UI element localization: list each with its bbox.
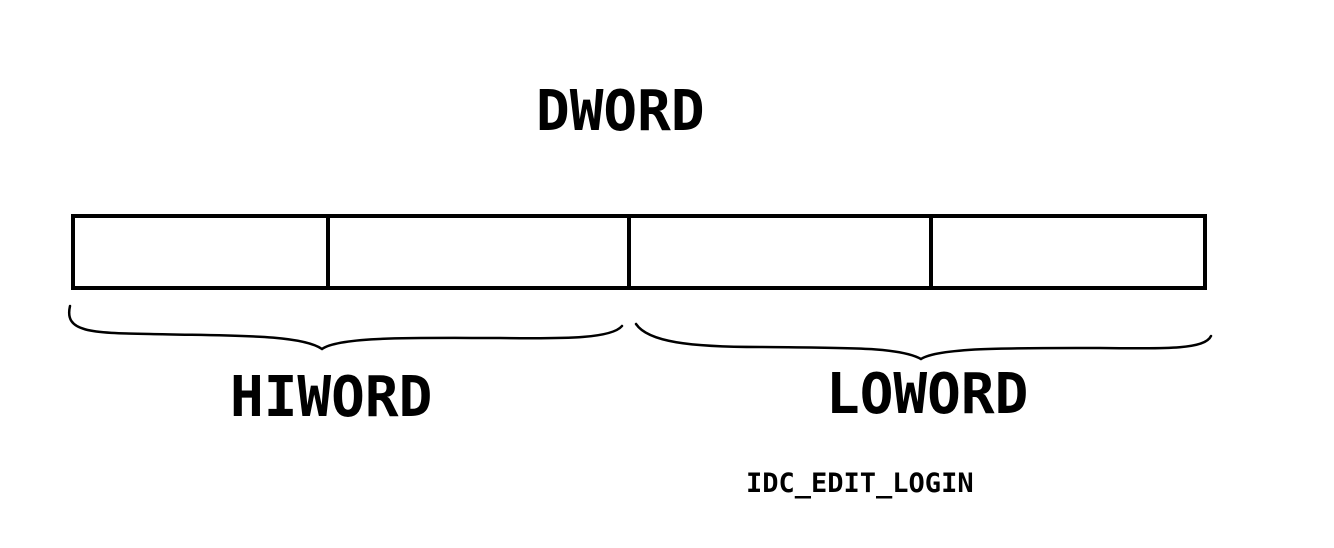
loword-brace xyxy=(634,322,1213,361)
loword-label: LOWORD xyxy=(826,362,1029,427)
dword-title: DWORD xyxy=(536,79,705,144)
control-id-caption: IDC_EDIT_LOGIN xyxy=(746,468,974,499)
hiword-label: HIWORD xyxy=(230,365,433,430)
hiword-brace xyxy=(67,304,624,351)
dword-register-box xyxy=(71,214,1207,290)
